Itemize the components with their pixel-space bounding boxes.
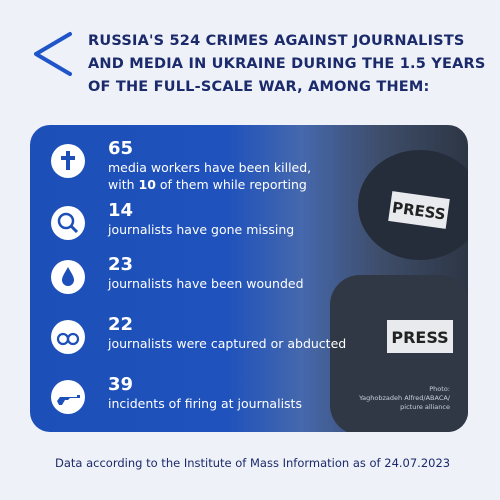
- title: RUSSIA'S 524 CRIMES AGAINST JOURNALISTS …: [88, 30, 486, 99]
- photo-credit: Photo: Yaghobzadeh Alfred/ABACA/ picture…: [359, 385, 450, 412]
- item: 65 media workers have been killed, with 10…: [108, 139, 311, 193]
- text-part: of them while reporting: [159, 177, 307, 192]
- item: 39 incidents of firing at journalists: [108, 375, 302, 412]
- svg-text:PRESS: PRESS: [391, 328, 448, 347]
- footer-note: Data according to the Institute of Mass …: [55, 456, 451, 470]
- item-text: journalists have gone missing: [108, 222, 295, 237]
- photo: PRESS PRESS: [330, 150, 468, 432]
- title-line: OF THE FULL-SCALE WAR, AMONG THEM:: [88, 79, 430, 95]
- item: 23 journalists have been wounded: [108, 255, 304, 292]
- item-text: incidents of firing at journalists: [108, 396, 302, 411]
- item-number: 39: [108, 374, 134, 395]
- item-number: 22: [108, 314, 134, 335]
- text-part: with: [108, 177, 135, 192]
- item: 14 journalists have gone missing: [108, 201, 294, 238]
- item-text: media workers have been killed,: [108, 160, 312, 175]
- item-text: with 10 of them while reporting: [108, 176, 311, 193]
- chevron-logo: [34, 32, 72, 76]
- item-text: journalists have been wounded: [108, 276, 304, 291]
- item: 22 journalists were captured or abducted: [108, 315, 346, 352]
- item-number: 14: [108, 200, 134, 221]
- item-text: journalists were captured or abducted: [108, 336, 347, 351]
- credit-line: Yaghobzadeh Alfred/ABACA/: [359, 394, 450, 402]
- info-card: PRESS PRESS 65 media workers have been ki…: [30, 125, 468, 432]
- credit-line: Photo:: [429, 385, 450, 393]
- title-line: AND MEDIA IN UKRAINE DURING THE 1.5 YEAR…: [88, 56, 486, 72]
- credit-line: picture alliance: [400, 403, 450, 411]
- title-line: RUSSIA'S 524 CRIMES AGAINST JOURNALISTS: [88, 33, 465, 49]
- icon-killed: [51, 144, 85, 178]
- icon-captured: [51, 320, 85, 354]
- icon-wounded: [51, 260, 85, 294]
- icon-missing: [51, 206, 85, 240]
- icon-firing: [51, 380, 85, 414]
- highlight-number: 10: [138, 177, 156, 192]
- item-number: 65: [108, 138, 134, 159]
- item-number: 23: [108, 254, 134, 275]
